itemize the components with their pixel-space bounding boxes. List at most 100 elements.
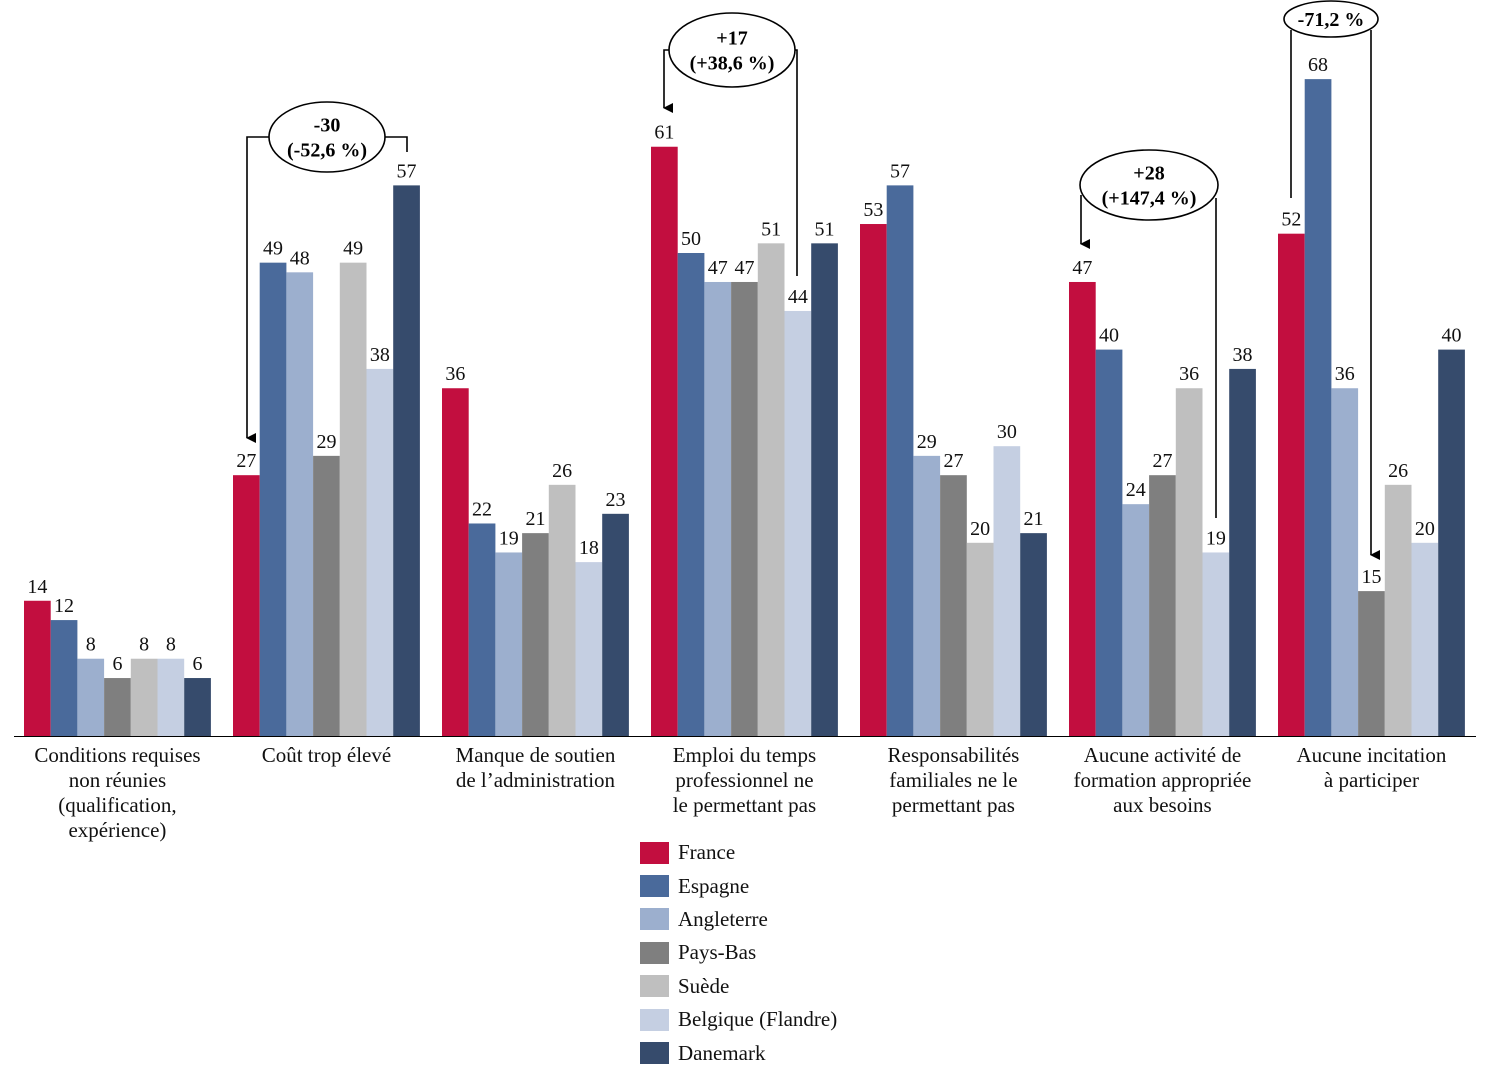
bar-1-6 (1304, 79, 1332, 737)
category-label-line: aux besoins (1113, 793, 1212, 817)
category-label-line: Aucune incitation (1296, 743, 1447, 767)
data-label: 49 (263, 238, 283, 260)
data-label: 24 (1126, 479, 1146, 501)
annotation-text: +17 (716, 28, 747, 50)
legend-label: Pays-Bas (678, 940, 757, 965)
bar-2-2 (495, 552, 523, 736)
data-label: 47 (734, 257, 754, 279)
bar-2-1 (286, 272, 314, 736)
bar-0-6 (1278, 233, 1305, 736)
bar-3-0 (104, 678, 131, 736)
legend-swatch (640, 908, 669, 931)
data-label: 27 (236, 450, 256, 472)
bar-6-0 (184, 678, 211, 736)
bar-3-1 (313, 455, 340, 736)
data-label: 38 (1233, 344, 1253, 366)
category-label-line: familiales ne le (889, 768, 1018, 792)
category-label-line: (qualification, (58, 793, 177, 817)
legend-item: Espagne (640, 869, 837, 902)
data-label: 27 (943, 450, 963, 472)
bar-6-5 (1229, 368, 1256, 736)
data-label: 26 (1388, 460, 1408, 482)
annotation-text: -30 (314, 115, 341, 137)
bar-3-3 (731, 281, 758, 736)
legend-label: Angleterre (678, 906, 768, 931)
data-label: 48 (290, 247, 310, 269)
data-label: 49 (343, 238, 363, 260)
legend-swatch (640, 1042, 669, 1065)
data-label: 8 (166, 634, 176, 656)
category-label-line: Aucune activité de (1083, 743, 1242, 767)
annotation-text: (+38,6 %) (690, 53, 775, 75)
data-label: 22 (472, 498, 492, 520)
data-label: 27 (1152, 450, 1172, 472)
legend-swatch (640, 875, 669, 898)
category-label: Manque de soutien de l’administration (433, 743, 638, 793)
annotation-text: (-52,6 %) (287, 140, 367, 162)
bar-4-2 (548, 484, 576, 736)
data-label: 26 (552, 460, 572, 482)
data-label: 14 (27, 576, 47, 598)
bar-0-0 (24, 600, 51, 736)
annotation-text: +28 (1133, 163, 1164, 185)
bar-6-2 (602, 513, 629, 736)
bar-1-0 (50, 620, 78, 736)
category-label-line: formation appropriée (1073, 768, 1252, 792)
data-label: 53 (863, 199, 883, 221)
data-label: 51 (815, 218, 835, 240)
legend-item: Belgique (Flandre) (640, 1003, 837, 1036)
bar-1-5 (1095, 349, 1123, 736)
bar-3-5 (1149, 475, 1176, 736)
bar-3-4 (940, 475, 967, 736)
bar-3-6 (1358, 591, 1385, 736)
data-label: 6 (112, 653, 122, 675)
data-label: 8 (86, 634, 96, 656)
data-label: 50 (681, 228, 701, 250)
category-label-line: Conditions requises (34, 743, 201, 767)
bar-5-4 (993, 446, 1021, 736)
data-label: 19 (1206, 527, 1226, 549)
bar-4-0 (130, 658, 158, 736)
data-label: 15 (1361, 566, 1381, 588)
legend-swatch (640, 1008, 669, 1031)
bar-4-6 (1384, 484, 1412, 736)
data-label: 20 (1415, 518, 1435, 540)
data-label: 19 (499, 527, 519, 549)
annotation-bubble (668, 12, 796, 88)
annotation-bubble (268, 101, 386, 173)
category-label-line: le permettant pas (672, 793, 817, 817)
legend-label: Suède (678, 973, 730, 998)
bar-2-6 (1331, 388, 1359, 736)
legend-item: Angleterre (640, 903, 837, 936)
annotation-arrow (663, 49, 673, 113)
bar-4-5 (1175, 388, 1203, 736)
category-label: Emploi du temps professionnel ne le permet… (642, 743, 847, 818)
legend-swatch (640, 975, 669, 998)
data-label: 30 (997, 421, 1017, 443)
data-label: 44 (788, 286, 808, 308)
category-label-line: de l’administration (455, 768, 616, 792)
data-label: 40 (1442, 325, 1462, 347)
bar-6-1 (393, 185, 420, 736)
bar-4-3 (757, 243, 785, 736)
category-label: Coût trop élevé (224, 743, 429, 768)
legend-label: Espagne (678, 873, 750, 898)
category-label-line: Emploi du temps (672, 743, 817, 767)
legend-item: France (640, 836, 837, 869)
category-label-line: Responsabilités (887, 743, 1020, 767)
bar-1-2 (468, 523, 496, 736)
data-label: 18 (579, 537, 599, 559)
data-label: 6 (193, 653, 203, 675)
category-label: Aucune activité de formation appropriée au… (1060, 743, 1265, 818)
bar-0-4 (860, 224, 887, 736)
data-label: 57 (890, 160, 910, 182)
data-label: 40 (1099, 325, 1119, 347)
data-label: 29 (316, 431, 336, 453)
annotation-text: (+147,4 %) (1102, 188, 1197, 210)
bar-1-4 (886, 185, 914, 736)
annotation-arrow (246, 136, 269, 443)
bar-6-3 (811, 243, 838, 736)
category-label-line: Coût trop élevé (261, 743, 392, 767)
bar-5-2 (575, 562, 603, 736)
